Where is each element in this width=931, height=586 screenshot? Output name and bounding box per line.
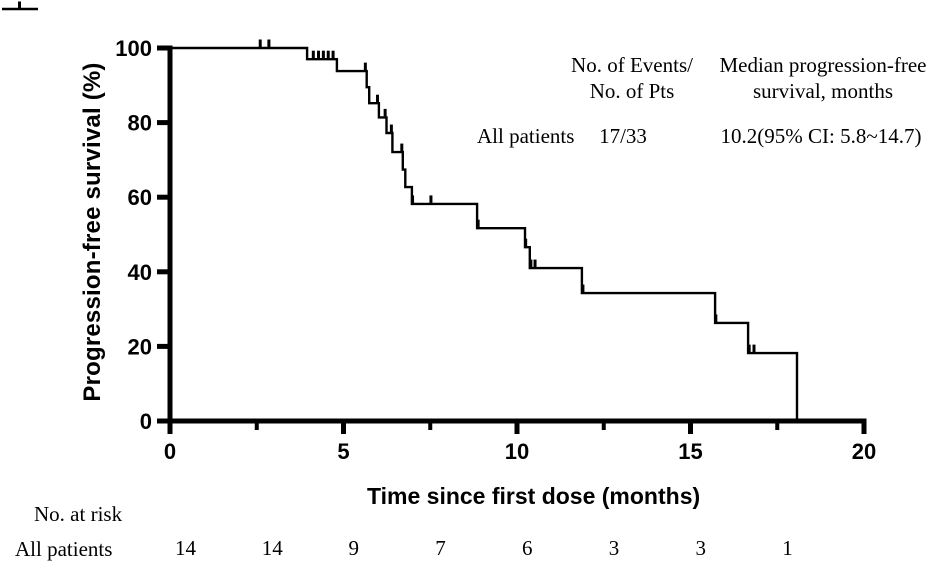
risk-table-title: No. at risk [34, 502, 123, 526]
km-curve-all-patients [170, 46, 799, 421]
y-axis-tick-label: 60 [128, 185, 152, 210]
risk-count: 1 [782, 536, 793, 560]
legend-series-label: All patients [477, 124, 575, 148]
y-axis-tick-label: 20 [128, 334, 152, 359]
risk-count: 9 [348, 536, 360, 560]
legend-header-events-line2: No. of Pts [589, 79, 675, 103]
legend-header-median: Median progression-free survival, months [698, 52, 931, 104]
y-axis-tick-label: 100 [115, 36, 152, 61]
risk-count: 14 [261, 536, 283, 560]
legend-median-value: 10.2(95% CI: 5.8~14.7) [720, 124, 922, 148]
x-axis-title: Time since first dose (months) [367, 483, 701, 509]
risk-count: 6 [522, 536, 533, 560]
risk-count: 3 [695, 536, 707, 560]
legend-header-median-line1: Median progression-free [719, 53, 927, 77]
x-axis-tick-label: 20 [852, 439, 876, 464]
legend-header-events: No. of Events/ No. of Pts [532, 52, 732, 104]
risk-count: 3 [608, 536, 620, 560]
x-axis-tick-label: 0 [164, 439, 176, 464]
risk-table-row-label: All patients [15, 537, 113, 561]
risk-count: 14 [175, 536, 196, 560]
x-axis-tick-label: 15 [678, 439, 702, 464]
legend-header-events-line1: No. of Events/ [571, 53, 693, 77]
x-axis-tick-label: 10 [505, 439, 529, 464]
y-axis-title: Progression-free survival (%) [79, 62, 106, 402]
legend-header-median-line2: survival, months [753, 79, 893, 103]
y-axis-tick-label: 40 [128, 260, 152, 285]
legend-events-value: 17/33 [599, 124, 647, 148]
risk-count: 7 [435, 536, 446, 560]
y-axis-tick-label: 0 [140, 409, 152, 434]
y-axis-tick-label: 80 [128, 111, 152, 136]
km-censor-symbol-icon [2, 1, 38, 11]
x-axis-tick-label: 5 [337, 439, 349, 464]
